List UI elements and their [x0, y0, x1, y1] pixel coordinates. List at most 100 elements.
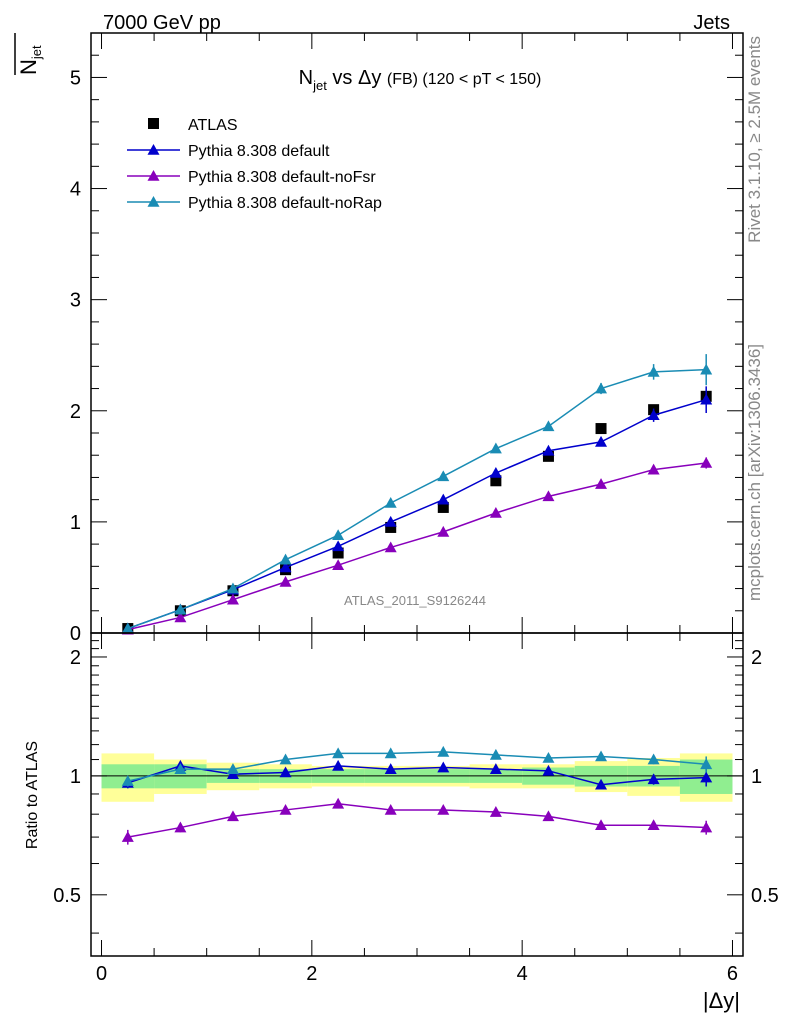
- ratio-ytick-label-2: 2: [70, 647, 81, 669]
- series-line-2: [127, 462, 707, 631]
- point-3-9: [595, 382, 608, 394]
- point-3-6: [437, 470, 450, 482]
- ratio-point-1-7: [489, 806, 502, 817]
- point-0-7: [490, 475, 502, 487]
- ratio-point-1-8: [542, 810, 555, 822]
- ratio-point-1-3: [279, 803, 292, 815]
- ratio-ytick-label-0: 0.5: [53, 885, 81, 907]
- ratio-point-1-9: [595, 819, 608, 831]
- ratio-point-2-7: [489, 748, 502, 760]
- main-title-range: (120 < pT < 150): [418, 71, 541, 88]
- ratio-point-0-11: [700, 771, 713, 783]
- ratio-xtick-label-1: 2: [306, 963, 317, 985]
- svg-text:Njet: Njet: [16, 45, 44, 75]
- point-2-3: [279, 575, 292, 587]
- point-2-4: [332, 559, 345, 571]
- legend-label-0: ATLAS: [188, 117, 238, 134]
- legend-marker-0: [148, 118, 159, 129]
- point-3-11: [700, 363, 713, 375]
- point-3-8: [542, 420, 555, 432]
- point-3-4: [332, 529, 345, 541]
- legend-label-2: Pythia 8.308 default-noFsr: [188, 169, 376, 186]
- ratio-point-1-5: [384, 803, 397, 815]
- point-1-9: [595, 435, 608, 447]
- ratio-point-0-8: [542, 764, 555, 776]
- ratio-point-1-1: [174, 821, 187, 833]
- point-3-2: [226, 582, 239, 594]
- point-0-8: [542, 450, 554, 462]
- main-ytick-label-4: 4: [70, 179, 81, 201]
- ratio-ytick-label-1: 1: [70, 766, 81, 788]
- point-3-10: [647, 365, 660, 377]
- point-2-2: [226, 593, 239, 605]
- ratio-xtick-label-2: 4: [517, 963, 528, 985]
- ratio-point-2-2: [226, 763, 239, 774]
- ratio-point-2-8: [542, 751, 555, 763]
- ratio-point-0-3: [279, 766, 292, 778]
- ratio-point-1-10: [647, 819, 660, 831]
- point-3-3: [279, 553, 292, 565]
- main-ylabel-n: N: [16, 59, 41, 75]
- legend-marker-2: [147, 170, 160, 181]
- legend-item-2: Pythia 8.308 default-noFsr: [127, 169, 376, 186]
- legend: ATLAS Pythia 8.308 default Pythia 8.308 de…: [127, 117, 382, 212]
- ratio-point-0-5: [384, 763, 397, 774]
- point-1-10: [647, 409, 660, 421]
- point-1-7: [489, 467, 502, 478]
- ratio-series-layer: [121, 745, 713, 845]
- point-1-6: [437, 493, 450, 505]
- point-2-8: [542, 490, 555, 502]
- point-3-0: [121, 622, 134, 634]
- main-title-n: N: [299, 67, 313, 89]
- rivet-side-label: Rivet 3.1.10, ≥ 2.5M events: [745, 36, 764, 243]
- series-3: [121, 354, 713, 634]
- point-0-6: [437, 501, 449, 513]
- ratio-uncertainty-bands: [101, 753, 733, 802]
- ratio-ytick-label-r-2: 2: [751, 647, 762, 669]
- ratio-point-0-4: [332, 759, 345, 771]
- ratio-point-0-6: [437, 761, 450, 773]
- ratio-point-2-6: [437, 745, 450, 757]
- point-1-5: [384, 515, 397, 527]
- legend-label-3: Pythia 8.308 default-noRap: [188, 195, 382, 212]
- main-title: Njet vs Δy (FB) (120 < pT < 150): [299, 67, 542, 93]
- ratio-point-1-2: [226, 810, 239, 822]
- ratio-point-2-0: [121, 775, 134, 786]
- main-series-layer: [121, 354, 713, 635]
- analysis-watermark: ATLAS_2011_S9126244: [344, 593, 486, 608]
- legend-item-1: Pythia 8.308 default: [127, 143, 330, 160]
- main-title-vs: vs Δy: [327, 67, 387, 89]
- main-title-fb: (FB): [387, 71, 418, 88]
- point-3-1: [174, 603, 187, 615]
- main-ylabel-sub: jet: [29, 45, 44, 60]
- point-2-6: [437, 525, 450, 537]
- point-2-9: [595, 478, 608, 489]
- point-1-4: [332, 540, 345, 552]
- ratio-line-0: [127, 765, 707, 786]
- point-2-7: [489, 507, 502, 518]
- main-ytick-label-0: 0: [70, 623, 81, 645]
- point-0-5: [385, 521, 397, 533]
- ratio-point-1-0: [121, 831, 134, 842]
- ratio-ytick-label-r-0: 0.5: [751, 885, 779, 907]
- ratio-point-2-4: [332, 747, 345, 759]
- point-1-11: [700, 393, 713, 405]
- point-2-5: [384, 541, 397, 553]
- point-3-7: [489, 442, 502, 454]
- legend-item-0: ATLAS: [148, 117, 238, 134]
- legend-item-3: Pythia 8.308 default-noRap: [127, 195, 382, 212]
- main-title-sub: jet: [312, 78, 327, 93]
- legend-marker-1: [147, 144, 160, 155]
- ratio-point-1-6: [437, 803, 450, 815]
- point-0-4: [332, 547, 344, 559]
- point-0-9: [595, 423, 607, 435]
- point-2-11: [700, 457, 713, 468]
- ratio-point-2-3: [279, 753, 292, 765]
- ratio-xtick-label-3: 6: [727, 963, 738, 985]
- point-1-8: [542, 444, 555, 456]
- main-ylabel: Njet: [16, 45, 44, 75]
- ratio-frame: [90, 632, 744, 957]
- ratio-point-0-10: [647, 773, 660, 785]
- x-axis-label: |Δy|: [703, 988, 740, 1013]
